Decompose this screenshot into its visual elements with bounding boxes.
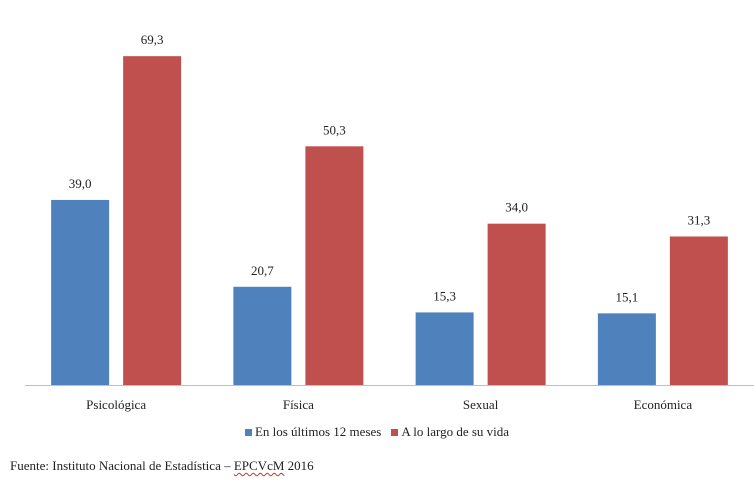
bar-2-1 — [123, 56, 182, 385]
data-label-1-2: 20,7 — [251, 263, 274, 278]
data-label-2-1: 69,3 — [141, 32, 164, 47]
x-tick-label-3: Sexual — [463, 397, 499, 412]
legend-item-series-2: A lo largo de su vida — [391, 424, 509, 440]
source-year: 2016 — [284, 458, 314, 473]
legend-label-series-1: En los últimos 12 meses — [254, 424, 382, 439]
bar-1-1 — [51, 199, 110, 385]
data-label-2-2: 50,3 — [323, 122, 346, 137]
legend-swatch-series-2 — [391, 428, 399, 436]
legend-item-series-1: En los últimos 12 meses — [244, 424, 382, 440]
legend-label-series-2: A lo largo de su vida — [401, 424, 510, 439]
source-note: Fuente: Instituto Nacional de Estadístic… — [10, 458, 314, 474]
x-tick-label-2: Física — [283, 397, 314, 412]
data-label-1-4: 15,1 — [616, 289, 639, 304]
legend: En los últimos 12 meses A lo largo de su… — [0, 424, 754, 440]
bar-2-4 — [669, 236, 728, 385]
data-label-1-1: 39,0 — [69, 176, 92, 191]
source-prefix: Fuente: Instituto Nacional de Estadístic… — [10, 458, 234, 473]
x-tick-label-1: Psicológica — [86, 397, 146, 412]
bar-1-4 — [597, 313, 656, 385]
data-label-2-4: 31,3 — [688, 212, 711, 227]
bar-2-2 — [305, 146, 364, 385]
bar-1-2 — [233, 286, 292, 385]
legend-swatch-series-1 — [244, 428, 252, 436]
data-label-1-3: 15,3 — [433, 288, 456, 303]
data-label-2-3: 34,0 — [505, 200, 528, 215]
x-tick-label-4: Económica — [634, 397, 693, 412]
bar-2-3 — [487, 223, 546, 385]
source-survey: EPCVcM — [233, 458, 285, 473]
bar-1-3 — [415, 312, 474, 385]
